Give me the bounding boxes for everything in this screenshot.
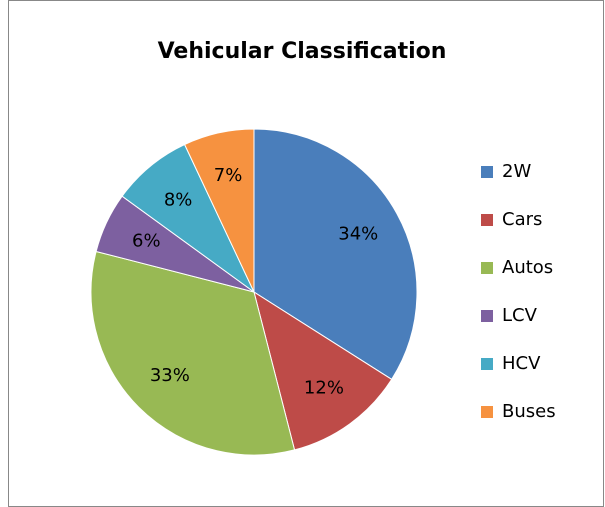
legend-swatch: [481, 214, 493, 226]
data-label: 12%: [304, 377, 344, 398]
data-label: 33%: [150, 365, 190, 386]
legend-label: LCV: [502, 305, 538, 326]
data-label: 34%: [338, 224, 378, 245]
data-label: 8%: [164, 189, 193, 210]
chart-title: Vehicular Classification: [158, 39, 447, 64]
pie-slice: [253, 290, 393, 451]
legend-swatch: [481, 358, 493, 370]
legend-label: HCV: [502, 353, 541, 374]
legend-label: Cars: [502, 209, 542, 230]
legend-label: Autos: [502, 257, 553, 278]
pie-slice: [183, 128, 255, 293]
pie-slice: [90, 250, 296, 456]
data-label: 6%: [132, 230, 161, 251]
legend-swatch: [481, 262, 493, 274]
legend-swatch: [481, 310, 493, 322]
pie-slice: [253, 128, 418, 381]
data-label: 7%: [214, 165, 243, 186]
legend-swatch: [481, 166, 493, 178]
legend-label: 2W: [502, 161, 531, 182]
legend-swatch: [481, 406, 493, 418]
legend-label: Buses: [502, 401, 556, 422]
